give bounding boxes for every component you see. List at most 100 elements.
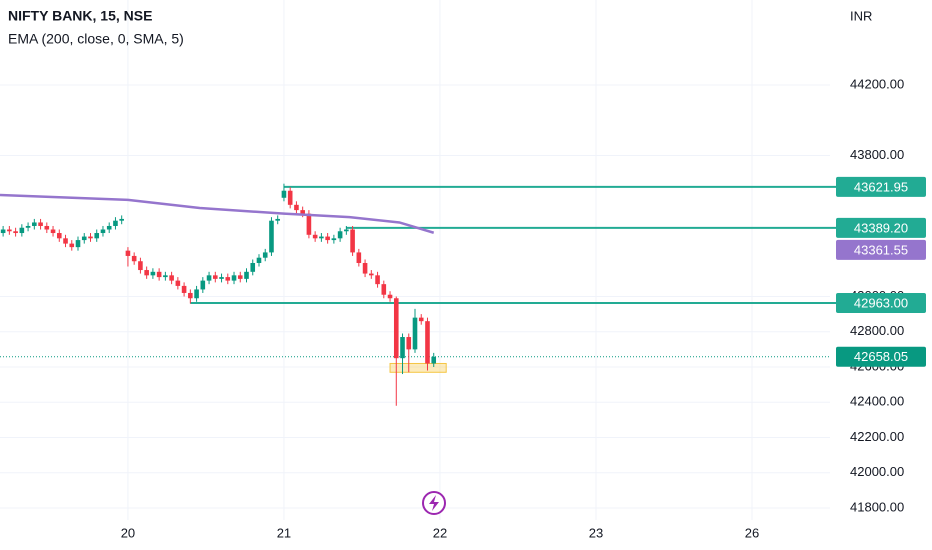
candle-body <box>13 231 18 234</box>
candle-body <box>325 236 330 241</box>
candle-body <box>63 238 68 244</box>
candle-body <box>44 225 50 230</box>
candle-body <box>381 284 387 295</box>
candle-body <box>400 337 405 359</box>
candle-body <box>237 275 243 279</box>
candle-body <box>231 275 237 281</box>
x-tick-label: 22 <box>433 525 447 540</box>
candle-body <box>306 213 312 235</box>
chart-title: NIFTY BANK, 15, NSE <box>8 8 152 24</box>
y-tick-label: 41800.00 <box>850 499 904 514</box>
candle-body <box>431 356 437 364</box>
plot <box>0 183 836 406</box>
candle-body <box>331 238 337 241</box>
candle-body <box>375 275 380 285</box>
price-tag <box>836 346 926 367</box>
price-tag <box>836 217 926 238</box>
alert-icon[interactable] <box>422 491 446 515</box>
candle-body <box>81 236 87 241</box>
candle-body <box>181 285 187 293</box>
candle-body <box>188 292 193 299</box>
candle-body <box>350 229 355 253</box>
candle-body <box>194 289 199 299</box>
x-tick-label: 21 <box>277 525 291 540</box>
x-tick-label: 23 <box>589 525 603 540</box>
candle-body <box>113 220 118 226</box>
price-tag <box>836 293 926 314</box>
candle-body <box>88 236 93 239</box>
candle-body <box>387 294 393 299</box>
y-tick-label: 42200.00 <box>850 429 904 444</box>
candle-body <box>281 190 287 198</box>
candle-body <box>0 229 6 234</box>
candle-body <box>393 298 399 359</box>
candle-body <box>50 229 56 234</box>
candle-body <box>56 233 62 239</box>
candle-body <box>294 204 299 211</box>
candle-body <box>250 262 256 272</box>
candle-body <box>356 252 362 263</box>
x-tick-label: 20 <box>121 525 135 540</box>
ema-line <box>0 193 435 234</box>
candle-body <box>200 280 206 290</box>
candle-body <box>75 240 81 248</box>
price-tag <box>836 239 926 260</box>
candle-body <box>418 317 424 322</box>
zone <box>389 362 447 373</box>
candle-body <box>337 231 343 239</box>
candle-body <box>69 243 75 248</box>
candle-body <box>19 227 25 234</box>
price-axis: 44200.0043800.0043000.0042800.0042600.00… <box>121 76 926 540</box>
candle-body <box>119 218 124 221</box>
price-tag-label: 43621.95 <box>854 179 908 194</box>
candle-body <box>106 225 112 230</box>
candle-body <box>163 275 168 278</box>
candle-body <box>150 271 156 276</box>
candle-body <box>275 218 281 221</box>
candle-body <box>319 236 324 239</box>
price-tag-label: 42963.00 <box>854 295 908 310</box>
candle-body <box>100 229 106 234</box>
price-tag-label: 42658.05 <box>854 349 908 364</box>
candle-body <box>213 275 218 279</box>
candle-body <box>7 229 12 232</box>
grid <box>0 0 830 520</box>
candle-body <box>300 210 305 214</box>
y-tick-label: 42800.00 <box>850 323 904 338</box>
candle-body <box>362 262 368 274</box>
candle-body <box>131 255 137 262</box>
candle-body <box>312 234 318 239</box>
y-tick-label: 43800.00 <box>850 147 904 162</box>
x-tick-label: 26 <box>745 525 759 540</box>
y-tick-label: 42000.00 <box>850 464 904 479</box>
currency: INR <box>850 8 872 23</box>
candle-body <box>219 277 224 279</box>
candle-body <box>244 271 249 279</box>
indicator-label: EMA (200, close, 0, SMA, 5) <box>8 31 184 47</box>
candle-body <box>125 250 131 256</box>
candle-body <box>156 271 162 278</box>
candle-body <box>25 225 31 228</box>
y-tick-label: 44200.00 <box>850 76 904 91</box>
candle-body <box>256 257 262 263</box>
candle-body <box>262 252 268 258</box>
price-tag <box>836 176 926 197</box>
candle-body <box>175 280 181 286</box>
candle-body <box>144 270 149 276</box>
candle-body <box>38 222 43 226</box>
candle-body <box>287 190 293 205</box>
candle-body <box>138 261 143 271</box>
price-tag-label: 43389.20 <box>854 220 908 235</box>
candle-body <box>169 275 174 281</box>
candle-body <box>206 275 212 281</box>
y-tick-label: 42400.00 <box>850 394 904 409</box>
candle-body <box>369 273 374 276</box>
candle-body <box>344 229 349 232</box>
candle-body <box>412 317 418 350</box>
candle-body <box>406 337 412 350</box>
candle-body <box>425 321 430 364</box>
price-tag-label: 43361.55 <box>854 242 908 257</box>
candle-body <box>32 222 37 226</box>
